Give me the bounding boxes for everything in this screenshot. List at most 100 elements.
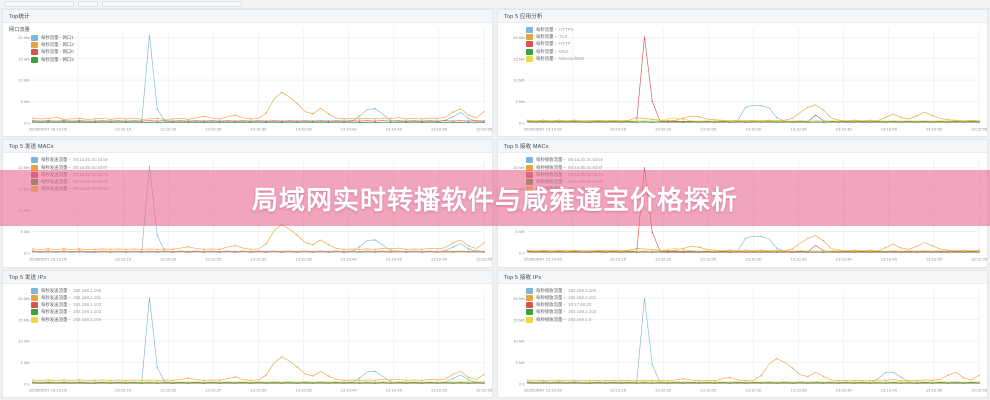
toolbar-strip <box>0 0 990 9</box>
series-point <box>436 380 439 383</box>
series-point <box>47 119 50 122</box>
toolbar-field-2[interactable] <box>102 1 242 7</box>
legend-item[interactable]: 每秒接收流量 -192.168.1.103 <box>526 309 596 316</box>
series-point <box>31 119 34 122</box>
legend-item[interactable]: 每秒流量 - HTTP <box>526 41 584 48</box>
legend-item[interactable]: 每秒接收流量 -10.17.48.20 <box>526 302 596 309</box>
series-point <box>589 250 591 253</box>
legend-item[interactable]: 每秒发送流量 -192.168.1.104 <box>31 316 101 323</box>
series-point <box>760 380 763 383</box>
legend-item[interactable]: 每秒发送流量 -00:1a:2b:3c:4d:5e <box>31 157 108 164</box>
series-point <box>884 371 887 374</box>
series-point <box>405 381 408 384</box>
legend-item[interactable]: 每秒发送流量 -00:1a:2b:3c:4d:7a <box>31 171 108 178</box>
y-axis-tick-label: 10 Mb <box>18 78 30 83</box>
series-point <box>78 378 81 381</box>
legend-item[interactable]: 每秒流量 - 网口0 <box>31 49 74 56</box>
series-point <box>405 248 408 251</box>
legend-value: 192.168.1.101 <box>568 294 597 300</box>
legend-item[interactable]: 每秒流量 - TLS <box>526 34 584 41</box>
legend-value: 192.168.1.100 <box>568 287 597 293</box>
series-point <box>483 121 485 124</box>
series-line <box>527 36 980 122</box>
legend-item[interactable]: 每秒流量 - 网口1 <box>31 35 74 42</box>
series-point <box>869 121 871 123</box>
series-point <box>884 381 887 384</box>
series-point <box>374 381 376 384</box>
series-point <box>78 248 81 251</box>
series-point <box>822 375 825 377</box>
legend-item[interactable]: 每秒发送流量 -192.168.1.103 <box>31 309 101 316</box>
series-point <box>265 112 268 114</box>
y-axis-tick-label: 5 Mb <box>516 99 526 104</box>
series-point <box>280 250 283 253</box>
legend-value: HTTP <box>559 41 571 47</box>
x-axis-tick-label: 13:10:55 <box>476 127 492 132</box>
series-point <box>558 380 560 383</box>
legend-item[interactable]: 每秒接收流量 -00:1a:2b:3c:4d:8b <box>526 178 603 185</box>
series-point <box>296 234 299 237</box>
series-point <box>156 380 159 383</box>
series-point <box>807 250 809 253</box>
series-point <box>744 120 747 122</box>
series-point <box>452 377 454 380</box>
legend-color-swatch <box>31 186 38 193</box>
y-axis-tick-label: 5 Mb <box>516 360 526 365</box>
y-axis-tick-label: 20 Mb <box>18 165 30 170</box>
legend-label: 每秒发送流量 - <box>41 302 71 308</box>
series-point <box>156 121 159 124</box>
legend-label: 每秒接收流量 - <box>536 287 566 293</box>
x-axis-tick-label: 13:10:40 <box>341 257 358 262</box>
legend-item[interactable]: 每秒接收流量 -00:1a:2b:3c:4d:7a <box>526 171 603 178</box>
legend-item[interactable]: 每秒流量 - 网口2 <box>31 42 74 49</box>
legend-item[interactable]: 每秒发送流量 -192.168.1.101 <box>31 294 101 301</box>
toolbar-field-1[interactable] <box>4 1 74 7</box>
series-point <box>452 121 454 124</box>
series-point <box>589 381 591 384</box>
legend-item[interactable]: 每秒发送流量 -192.168.1.102 <box>31 302 101 309</box>
legend-label: 每秒发送流量 - <box>41 164 71 170</box>
legend-item[interactable]: 每秒接收流量 -00:1a:2b:3c:4d:6f <box>526 164 603 171</box>
series-point <box>140 379 143 381</box>
series-point <box>526 250 529 252</box>
chart-wrap: 20 Mb 15 Mb 10 Mb 5 Mb 0 b 2025/05/07 13:10:0… <box>3 284 492 397</box>
x-axis-tick-label: 13:10:45 <box>386 387 403 392</box>
series-point <box>31 248 34 251</box>
x-axis-tick-label: 13:10:20 <box>655 387 672 392</box>
series-point <box>78 121 81 123</box>
legend-item[interactable]: 每秒流量 - HTTPS <box>526 27 584 34</box>
legend-item[interactable]: 每秒流量 - 网口3 <box>31 56 74 63</box>
series-point <box>109 121 112 124</box>
x-axis-tick-label: 13:10:50 <box>431 127 448 132</box>
series-point <box>327 112 330 115</box>
legend-item[interactable]: 每秒接收流量 -00:1a:2b:3c:4d:9c <box>526 186 603 193</box>
legend-item[interactable]: 每秒流量 - DNS <box>526 48 584 55</box>
legend-item[interactable]: 每秒接收流量 -00:1a:2b:3c:4d:5e <box>526 157 603 164</box>
panel-title: Top 5 发送 IPs <box>9 274 47 281</box>
series-point <box>884 120 887 122</box>
legend-item[interactable]: 每秒接收流量 -192.168.1.100 <box>526 287 597 294</box>
series-line <box>32 356 485 381</box>
legend-item[interactable]: 每秒发送流量 -00:1a:2b:3c:4d:8b <box>31 178 108 185</box>
series-point <box>931 245 934 248</box>
legend-item[interactable]: 每秒流量 - Microsoft365 <box>526 55 584 62</box>
series-point <box>962 380 965 383</box>
series-point <box>791 120 794 122</box>
x-axis-tick-label: 13:10:40 <box>836 127 853 132</box>
legend-item[interactable]: 每秒发送流量 -00:1a:2b:3c:4d:6f <box>31 164 108 171</box>
legend-item[interactable]: 每秒接收流量 -192.168.1.9 <box>526 316 596 323</box>
toolbar-button[interactable] <box>78 1 98 7</box>
series-point <box>187 121 190 124</box>
y-axis-tick-label: 0 b <box>24 120 31 125</box>
series-point <box>838 250 840 253</box>
series-point <box>467 380 470 383</box>
legend-item[interactable]: 每秒接收流量 -192.168.1.101 <box>526 294 597 301</box>
legend-item[interactable]: 每秒发送流量 -00:1a:2b:3c:4d:9c <box>31 186 108 193</box>
series-point <box>947 250 949 253</box>
legend-label: 每秒接收流量 - <box>536 316 566 322</box>
series-point <box>884 379 887 381</box>
series-point <box>125 250 127 253</box>
legend-item[interactable]: 每秒发送流量 -192.168.1.100 <box>31 287 101 294</box>
series-point <box>436 381 439 384</box>
